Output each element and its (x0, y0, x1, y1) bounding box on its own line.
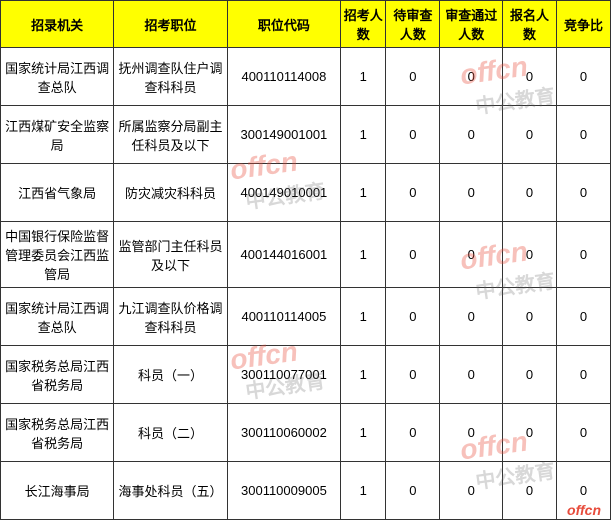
table-container: 招录机关 招考职位 职位代码 招考人数 待审查人数 审查通过人数 报名人数 竞争… (0, 0, 611, 520)
table-row: 江西煤矿安全监察局所属监察分局副主任科员及以下30014900100110000 (1, 106, 611, 164)
table-cell: 300110009005 (227, 462, 340, 520)
table-cell: 0 (386, 404, 440, 462)
table-cell: 0 (440, 164, 503, 222)
table-cell: 0 (503, 404, 557, 462)
table-cell: 0 (556, 48, 610, 106)
table-cell: 0 (503, 288, 557, 346)
table-cell: 长江海事局 (1, 462, 114, 520)
table-cell: 0 (386, 222, 440, 288)
table-cell: 1 (341, 48, 386, 106)
table-cell: 1 (341, 288, 386, 346)
header-code: 职位代码 (227, 1, 340, 48)
table-cell: 400110114005 (227, 288, 340, 346)
table-cell: 0 (556, 404, 610, 462)
table-cell: 国家统计局江西调查总队 (1, 48, 114, 106)
table-row: 国家税务总局江西省税务局科员（一）30011007700110000 (1, 346, 611, 404)
table-cell: 0 (503, 222, 557, 288)
table-cell: 国家税务总局江西省税务局 (1, 404, 114, 462)
table-cell: 国家统计局江西调查总队 (1, 288, 114, 346)
table-cell: 0 (440, 222, 503, 288)
table-cell: 1 (341, 404, 386, 462)
table-cell: 0 (556, 346, 610, 404)
table-cell: 0 (440, 462, 503, 520)
table-cell: 0 (386, 48, 440, 106)
table-cell: 0 (440, 346, 503, 404)
header-applicants: 报名人数 (503, 1, 557, 48)
table-row: 江西省气象局防灾减灾科科员40014901000110000 (1, 164, 611, 222)
table-cell: 0 (440, 106, 503, 164)
table-cell: 海事处科员（五） (114, 462, 227, 520)
table-cell: 0 (556, 106, 610, 164)
table-cell: 中国银行保险监督管理委员会江西监管局 (1, 222, 114, 288)
table-cell: 0 (440, 288, 503, 346)
table-cell: 抚州调查队住户调查科科员 (114, 48, 227, 106)
table-cell: 0 (386, 346, 440, 404)
table-cell: 0 (503, 106, 557, 164)
table-cell: 所属监察分局副主任科员及以下 (114, 106, 227, 164)
table-cell: 300149001001 (227, 106, 340, 164)
table-header: 招录机关 招考职位 职位代码 招考人数 待审查人数 审查通过人数 报名人数 竞争… (1, 1, 611, 48)
table-cell: 400144016001 (227, 222, 340, 288)
table-cell: 0 (386, 462, 440, 520)
header-agency: 招录机关 (1, 1, 114, 48)
table-cell: 0 (503, 462, 557, 520)
table-row: 国家统计局江西调查总队抚州调查队住户调查科科员40011011400810000 (1, 48, 611, 106)
table-body: 国家统计局江西调查总队抚州调查队住户调查科科员40011011400810000… (1, 48, 611, 520)
header-recruit-num: 招考人数 (341, 1, 386, 48)
table-cell: 0 (503, 164, 557, 222)
table-cell: 0 (386, 164, 440, 222)
table-cell: 江西煤矿安全监察局 (1, 106, 114, 164)
table-cell: 监管部门主任科员及以下 (114, 222, 227, 288)
table-cell: 0 (556, 164, 610, 222)
table-cell: 1 (341, 222, 386, 288)
header-pending: 待审查人数 (386, 1, 440, 48)
table-cell: 0 (503, 48, 557, 106)
table-cell: 1 (341, 462, 386, 520)
table-cell: 0 (556, 288, 610, 346)
table-cell: 1 (341, 346, 386, 404)
table-cell: 300110060002 (227, 404, 340, 462)
table-cell: 0 (440, 404, 503, 462)
table-cell: 科员（二） (114, 404, 227, 462)
table-cell: 0 (386, 288, 440, 346)
table-row: 国家税务总局江西省税务局科员（二）30011006000210000 (1, 404, 611, 462)
footer-watermark: offcn (567, 502, 601, 518)
table-cell: 300110077001 (227, 346, 340, 404)
table-cell: 江西省气象局 (1, 164, 114, 222)
table-cell: 0 (503, 346, 557, 404)
table-cell: 1 (341, 106, 386, 164)
table-cell: 400110114008 (227, 48, 340, 106)
table-cell: 400149010001 (227, 164, 340, 222)
header-passed: 审查通过人数 (440, 1, 503, 48)
table-row: 中国银行保险监督管理委员会江西监管局监管部门主任科员及以下40014401600… (1, 222, 611, 288)
header-position: 招考职位 (114, 1, 227, 48)
table-cell: 1 (341, 164, 386, 222)
table-cell: 科员（一） (114, 346, 227, 404)
table-cell: 0 (556, 222, 610, 288)
table-cell: 0 (440, 48, 503, 106)
table-cell: 防灾减灾科科员 (114, 164, 227, 222)
table-cell: 九江调查队价格调查科科员 (114, 288, 227, 346)
table-row: 国家统计局江西调查总队九江调查队价格调查科科员40011011400510000 (1, 288, 611, 346)
table-cell: 国家税务总局江西省税务局 (1, 346, 114, 404)
recruitment-table: 招录机关 招考职位 职位代码 招考人数 待审查人数 审查通过人数 报名人数 竞争… (0, 0, 611, 520)
header-row: 招录机关 招考职位 职位代码 招考人数 待审查人数 审查通过人数 报名人数 竞争… (1, 1, 611, 48)
table-row: 长江海事局海事处科员（五）30011000900510000 (1, 462, 611, 520)
table-cell: 0 (386, 106, 440, 164)
header-ratio: 竞争比 (556, 1, 610, 48)
